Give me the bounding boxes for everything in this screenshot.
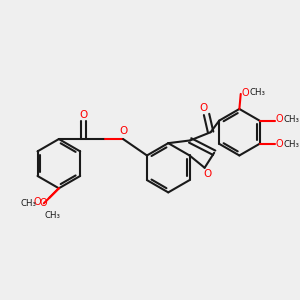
Text: O: O <box>40 198 48 208</box>
Text: O: O <box>119 126 127 136</box>
Text: CH₃: CH₃ <box>44 211 60 220</box>
Text: O: O <box>242 88 250 98</box>
Text: CH₃: CH₃ <box>284 115 299 124</box>
Text: CH₃: CH₃ <box>284 140 299 149</box>
Text: O: O <box>276 114 283 124</box>
Text: O: O <box>200 103 208 112</box>
Text: O: O <box>79 110 88 120</box>
Text: O: O <box>33 197 41 207</box>
Text: O: O <box>276 140 283 149</box>
Text: O: O <box>203 169 212 179</box>
Text: CH₃: CH₃ <box>250 88 266 97</box>
Text: CH₃: CH₃ <box>21 199 37 208</box>
